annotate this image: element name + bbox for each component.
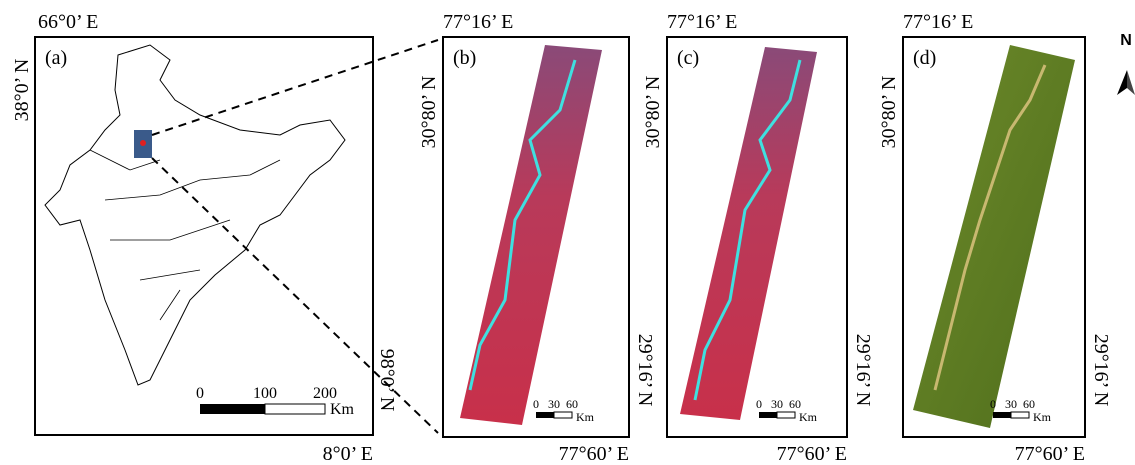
top-longitude: 77°16’ E [903,11,973,33]
left-latitude: 30°80’ N [878,76,900,149]
river [468,59,577,391]
image-strip [913,45,1075,428]
top-longitude: 77°16’ E [443,11,513,33]
panel-label: (a) [45,47,67,69]
panel-frame [34,36,374,436]
river [933,64,1047,391]
panel-label: (b) [453,47,476,69]
bottom-longitude: 77°60’ E [1015,443,1085,465]
scale-tick: 30 [771,397,783,411]
bottom-longitude: 77°60’ E [559,443,629,465]
study-point [140,140,146,146]
scale-bar [200,403,1030,419]
top-longitude: 77°16’ E [667,11,737,33]
image-strip [680,47,817,420]
bottom-longitude: 8°0’ E [323,443,373,465]
scale-tick: 200 [313,385,337,402]
scale-tick: 0 [533,397,539,411]
state-borders [89,149,281,321]
zoom-arrow [151,39,439,136]
scale-tick: 0 [756,397,762,411]
scale-unit: Km [330,401,355,418]
panel-frame [442,36,630,438]
india-outline [44,44,346,386]
scale-unit: Km [799,410,818,424]
scale-tick: 30 [1005,397,1017,411]
north-label: N [1120,32,1132,49]
bottom-longitude: 77°60’ E [777,443,847,465]
scale-tick: 100 [253,385,277,402]
right-latitude: 29°16’ N [634,334,656,407]
strip-annotations: 77°16’ E 30°80’ N (b) 77°60’ E 29°16’ N 0 30 60… [418,11,1112,465]
zoom-arrow [151,157,439,434]
left-latitude: 30°80’ N [642,76,664,149]
right-latitude: 98°0’ N [376,349,398,412]
scale-tick: 60 [1023,397,1035,411]
right-latitude: 29°16’ N [1090,334,1112,407]
north-arrow [1127,70,1135,95]
top-longitude: 66°0’ E [38,11,98,33]
scale-tick: 30 [548,397,560,411]
scale-tick: 60 [566,397,578,411]
left-latitude: 30°80’ N [418,76,440,149]
image-strip [460,45,602,425]
scale-tick: 60 [789,397,801,411]
scale-unit: Km [576,410,595,424]
scale-tick: 0 [990,397,996,411]
scale-tick: 0 [196,385,204,402]
left-latitude: 38°0’ N [11,59,33,122]
panel-label: (d) [913,47,936,69]
river [693,59,802,401]
scale-unit: Km [1033,410,1052,424]
panel-label: (c) [677,47,699,69]
right-latitude: 29°16’ N [852,334,874,407]
north-arrow [1117,70,1127,95]
panel-frame [666,36,848,438]
panel-frame [902,36,1086,438]
